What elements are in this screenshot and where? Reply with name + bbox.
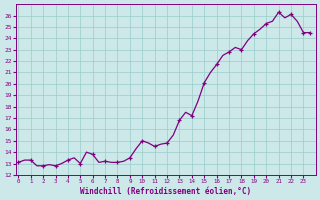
X-axis label: Windchill (Refroidissement éolien,°C): Windchill (Refroidissement éolien,°C) [80,187,252,196]
